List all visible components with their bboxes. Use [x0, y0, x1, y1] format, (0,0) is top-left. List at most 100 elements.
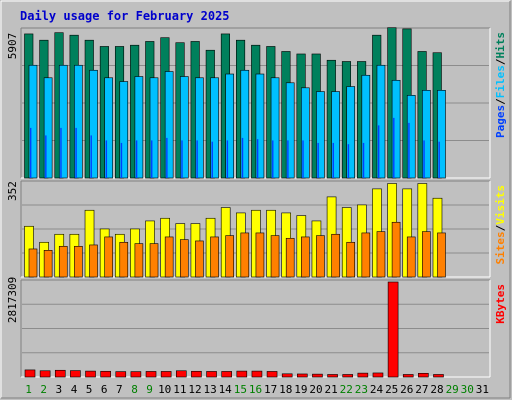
bar-files-day-4 — [74, 64, 83, 179]
bar-kbytes-day-11 — [175, 370, 187, 378]
right-label-part: Hits — [494, 32, 507, 59]
bar-sites-day-24 — [376, 231, 386, 278]
bar-files-day-11 — [179, 76, 189, 179]
bar-files-day-9 — [149, 77, 159, 179]
right-label-part: / — [494, 58, 507, 65]
right-axis-label: Pages/Files/Hits — [494, 32, 507, 138]
x-axis-labels: 1 2 3 4 5 6 7 8 9 10 11 12 13 14 15 16 17 18 19 20 21 22 23 24 2… — [25, 383, 489, 396]
day-label: 2 — [40, 383, 47, 396]
day-label: 8 — [131, 383, 138, 396]
bar-pages-day-10 — [166, 137, 168, 178]
bar-sites-day-2 — [43, 250, 53, 278]
bar-kbytes-day-19 — [297, 373, 308, 378]
bar-files-day-21 — [331, 91, 340, 179]
panel-visits-sites: 352 Sites/Visits — [6, 180, 507, 278]
bar-pages-day-12 — [196, 140, 198, 178]
bar-pages-day-22 — [347, 144, 350, 178]
right-axis-label: Sites/Visits — [494, 185, 507, 265]
day-label: 9 — [146, 383, 153, 396]
bar-sites-day-25 — [391, 221, 401, 278]
bar-kbytes-day-26 — [402, 374, 414, 378]
bar-sites-day-12 — [195, 240, 204, 278]
right-label-part: KBytes — [494, 284, 507, 324]
bar-sites-day-15 — [240, 232, 250, 278]
bar-kbytes-day-18 — [281, 373, 293, 378]
bar-pages-day-28 — [438, 141, 440, 178]
right-label-part: Pages — [494, 105, 507, 138]
right-label-part: Sites — [494, 231, 507, 264]
bar-sites-day-16 — [255, 232, 265, 278]
y-max-label: 2817309 — [6, 277, 19, 323]
bar-pages-day-13 — [211, 141, 213, 178]
bar-files-day-15 — [240, 69, 250, 179]
bar-kbytes-day-24 — [372, 372, 384, 378]
bar-kbytes-day-10 — [160, 371, 172, 378]
bar-files-day-26 — [406, 95, 416, 179]
day-label: 13 — [203, 383, 216, 396]
day-label: 28 — [430, 383, 443, 396]
bar-pages-day-1 — [30, 127, 32, 178]
bar-sites-day-21 — [331, 233, 340, 278]
bar-files-day-14 — [225, 73, 234, 179]
bar-files-day-7 — [119, 81, 129, 179]
bar-files-day-25 — [391, 79, 401, 179]
day-label: 4 — [71, 383, 78, 396]
bar-sites-day-17 — [270, 235, 280, 278]
day-label: 10 — [158, 383, 171, 396]
bar-sites-day-5 — [89, 244, 98, 278]
bar-files-day-24 — [376, 64, 386, 179]
bar-kbytes-day-8 — [130, 371, 142, 378]
bar-pages-day-7 — [120, 142, 123, 178]
right-axis-label: KBytes — [494, 284, 507, 324]
bar-sites-day-8 — [134, 243, 144, 278]
bar-sites-day-27 — [422, 231, 431, 278]
right-label-part: / — [494, 98, 507, 105]
bar-files-day-10 — [164, 71, 174, 179]
bar-kbytes-day-5 — [85, 370, 96, 378]
bar-pages-day-4 — [75, 127, 77, 178]
y-max-label: 5907 — [6, 33, 19, 60]
chart-panels: 5907Pages/Files/Hits352Sites/Visits28173… — [6, 27, 507, 378]
bar-kbytes-day-22 — [342, 374, 354, 378]
bar-kbytes-day-20 — [312, 373, 323, 378]
bar-sites-day-20 — [316, 235, 325, 278]
bar-pages-day-24 — [377, 125, 380, 178]
bar-kbytes-day-17 — [266, 371, 278, 378]
y-max-label: 352 — [6, 181, 19, 201]
chart-title: Daily usage for February 2025 — [20, 9, 230, 23]
bar-files-day-18 — [285, 82, 295, 179]
day-label: 7 — [116, 383, 123, 396]
bar-sites-day-1 — [28, 248, 38, 278]
bar-sites-day-7 — [119, 241, 129, 278]
bar-pages-day-16 — [256, 139, 259, 178]
bar-pages-day-25 — [393, 117, 395, 178]
day-label: 15 — [234, 383, 247, 396]
right-label-part: Visits — [494, 185, 507, 225]
bar-files-day-27 — [422, 90, 431, 179]
bar-files-day-20 — [316, 91, 325, 179]
bar-files-day-22 — [346, 86, 356, 179]
bar-kbytes-day-3 — [54, 369, 66, 378]
panel-kbytes: 2817309 KBytes — [6, 277, 507, 378]
day-label: 23 — [355, 383, 368, 396]
day-label: 25 — [385, 383, 398, 396]
day-label: 1 — [25, 383, 32, 396]
bar-sites-day-6 — [104, 236, 113, 278]
bar-files-day-17 — [270, 77, 280, 179]
bar-kbytes-day-23 — [357, 372, 369, 378]
day-label: 21 — [324, 383, 337, 396]
bar-files-day-8 — [134, 76, 144, 179]
bar-pages-day-14 — [226, 140, 229, 178]
bar-sites-day-10 — [164, 236, 174, 278]
day-label: 5 — [86, 383, 93, 396]
bar-sites-day-19 — [301, 236, 310, 278]
bar-files-day-3 — [58, 64, 68, 179]
bar-files-day-5 — [89, 69, 98, 179]
day-label: 27 — [415, 383, 428, 396]
bar-pages-day-6 — [105, 140, 108, 178]
bar-sites-day-3 — [58, 245, 68, 278]
bar-kbytes-day-12 — [191, 370, 202, 378]
bar-sites-day-23 — [361, 232, 371, 278]
bar-sites-day-22 — [346, 241, 356, 278]
